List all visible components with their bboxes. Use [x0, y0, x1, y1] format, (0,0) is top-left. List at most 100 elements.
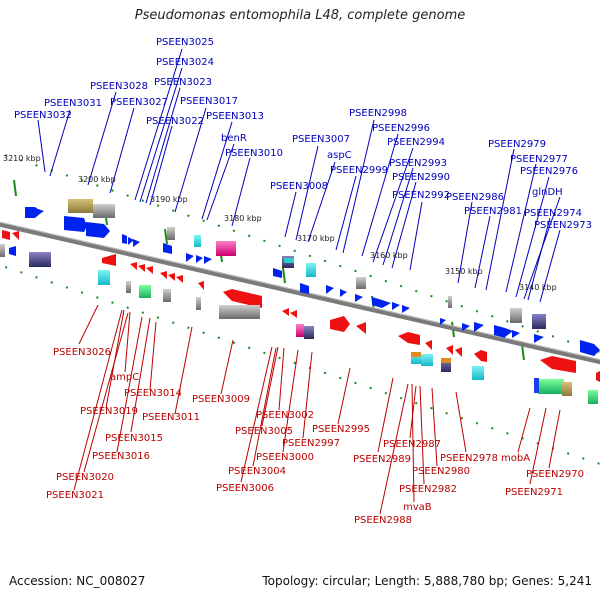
- gene-feature: [68, 199, 93, 213]
- gene-feature: [186, 253, 194, 262]
- reverse-leader-lines: [73, 304, 561, 515]
- gene-feature: [198, 281, 204, 290]
- scale-track-mid: [0, 264, 600, 465]
- gene-label: PSEEN3004: [228, 466, 286, 477]
- gene-label: PSEEN2993: [389, 158, 447, 169]
- gene-feature: [160, 271, 167, 279]
- gene-label: PSEEN2974: [524, 208, 582, 219]
- gene-label: PSEEN3025: [156, 37, 214, 48]
- gene-label: PSEEN2989: [353, 454, 411, 465]
- gene-label: PSEEN2990: [392, 172, 450, 183]
- gene-label: PSEEN2979: [488, 139, 546, 150]
- gene-feature: [304, 326, 314, 339]
- gene-feature: [139, 285, 151, 298]
- scale-label: 3170 kbp: [297, 234, 335, 243]
- gene-feature: [398, 332, 420, 345]
- forward-gene-labels: PSEEN3032 PSEEN3031 PSEEN3028 PSEEN3027 …: [14, 37, 592, 231]
- gene-feature: [355, 294, 363, 302]
- gene-feature: [93, 204, 115, 218]
- gene-feature: [562, 382, 572, 396]
- gene-label: PSEEN2982: [399, 484, 457, 495]
- gene-feature: [510, 308, 522, 323]
- gene-feature: [168, 273, 175, 281]
- gene-feature: [223, 289, 262, 308]
- gene-feature: [588, 390, 598, 404]
- gene-label: PSEEN3031: [44, 98, 102, 109]
- gene-label: PSEEN3007: [292, 134, 350, 145]
- forward-genes: [25, 199, 600, 356]
- gene-feature: [474, 350, 487, 362]
- gene-feature: [282, 308, 289, 316]
- gene-feature: [130, 262, 137, 270]
- gene-feature: [421, 354, 433, 366]
- gene-label: PSEEN2992: [392, 190, 450, 201]
- gene-label: PSEEN3026: [53, 347, 111, 358]
- gene-label: PSEEN3006: [216, 483, 274, 494]
- gene-feature: [126, 281, 131, 293]
- gene-feature: [284, 258, 294, 263]
- gene-label: PSEEN3016: [92, 451, 150, 462]
- gene-label: PSEEN3028: [90, 81, 148, 92]
- gene-feature: [133, 239, 140, 247]
- gene-feature: [446, 345, 453, 355]
- gene-label: PSEEN3011: [142, 412, 200, 423]
- gene-feature: [532, 314, 546, 329]
- scale-label: 3190 kbp: [150, 195, 188, 204]
- gene-label: PSEEN2976: [520, 166, 578, 177]
- gene-label: aspC: [327, 150, 352, 161]
- gene-feature: [128, 237, 134, 245]
- gene-label: PSEEN3000: [256, 452, 314, 463]
- gene-label: PSEEN3019: [80, 406, 138, 417]
- gene-label: PSEEN3024: [156, 57, 214, 68]
- gene-feature: [64, 216, 87, 232]
- gene-feature: [382, 300, 391, 308]
- gene-feature: [505, 328, 513, 337]
- gene-feature: [216, 241, 236, 256]
- gene-label: PSEEN3002: [256, 410, 314, 421]
- gene-label: benR: [221, 133, 247, 144]
- gene-feature: [538, 379, 564, 394]
- gene-feature: [540, 356, 576, 373]
- scale-label: 3150 kbp: [445, 267, 483, 276]
- gene-label: PSEEN2973: [534, 220, 592, 231]
- scale-track-top: [0, 152, 600, 353]
- scale-label: 3180 kbp: [224, 214, 262, 223]
- gene-feature: [296, 324, 304, 337]
- gene-feature: [441, 358, 451, 372]
- gene-label: PSEEN3017: [180, 96, 238, 107]
- gene-label: PSEEN3027: [110, 97, 168, 108]
- gene-feature: [330, 316, 350, 332]
- gene-label: PSEEN2987: [383, 439, 441, 450]
- gene-feature: [356, 277, 366, 289]
- gene-feature: [372, 297, 382, 308]
- gene-feature: [2, 230, 10, 240]
- gene-feature: [580, 340, 600, 356]
- gene-feature: [392, 302, 400, 310]
- gene-feature: [122, 234, 127, 244]
- scale-label: 3200 kbp: [78, 175, 116, 184]
- gene-label: mobA: [501, 453, 530, 464]
- gene-feature: [300, 283, 309, 294]
- gene-label: glnDH: [532, 187, 563, 198]
- gene-feature: [219, 305, 260, 319]
- gene-feature: [146, 266, 153, 274]
- gene-feature: [534, 334, 544, 343]
- gene-label: PSEEN2998: [349, 108, 407, 119]
- gene-feature: [425, 340, 432, 350]
- gene-feature: [290, 310, 297, 318]
- gene-label: PSEEN3005: [235, 426, 293, 437]
- gene-label: PSEEN2986: [446, 192, 504, 203]
- gene-label: PSEEN3032: [14, 110, 72, 121]
- gene-feature: [273, 268, 282, 278]
- gene-feature: [494, 325, 505, 338]
- gene-feature: [534, 378, 539, 393]
- gene-label: PSEEN3020: [56, 472, 114, 483]
- reverse-genes: [0, 230, 600, 404]
- gene-label: PSEEN2981: [464, 206, 522, 217]
- gene-feature: [38, 209, 44, 215]
- gene-feature: [163, 289, 171, 302]
- gene-feature: [138, 264, 145, 272]
- gene-feature: [441, 358, 451, 363]
- gene-feature: [163, 243, 172, 254]
- gene-feature: [455, 347, 462, 357]
